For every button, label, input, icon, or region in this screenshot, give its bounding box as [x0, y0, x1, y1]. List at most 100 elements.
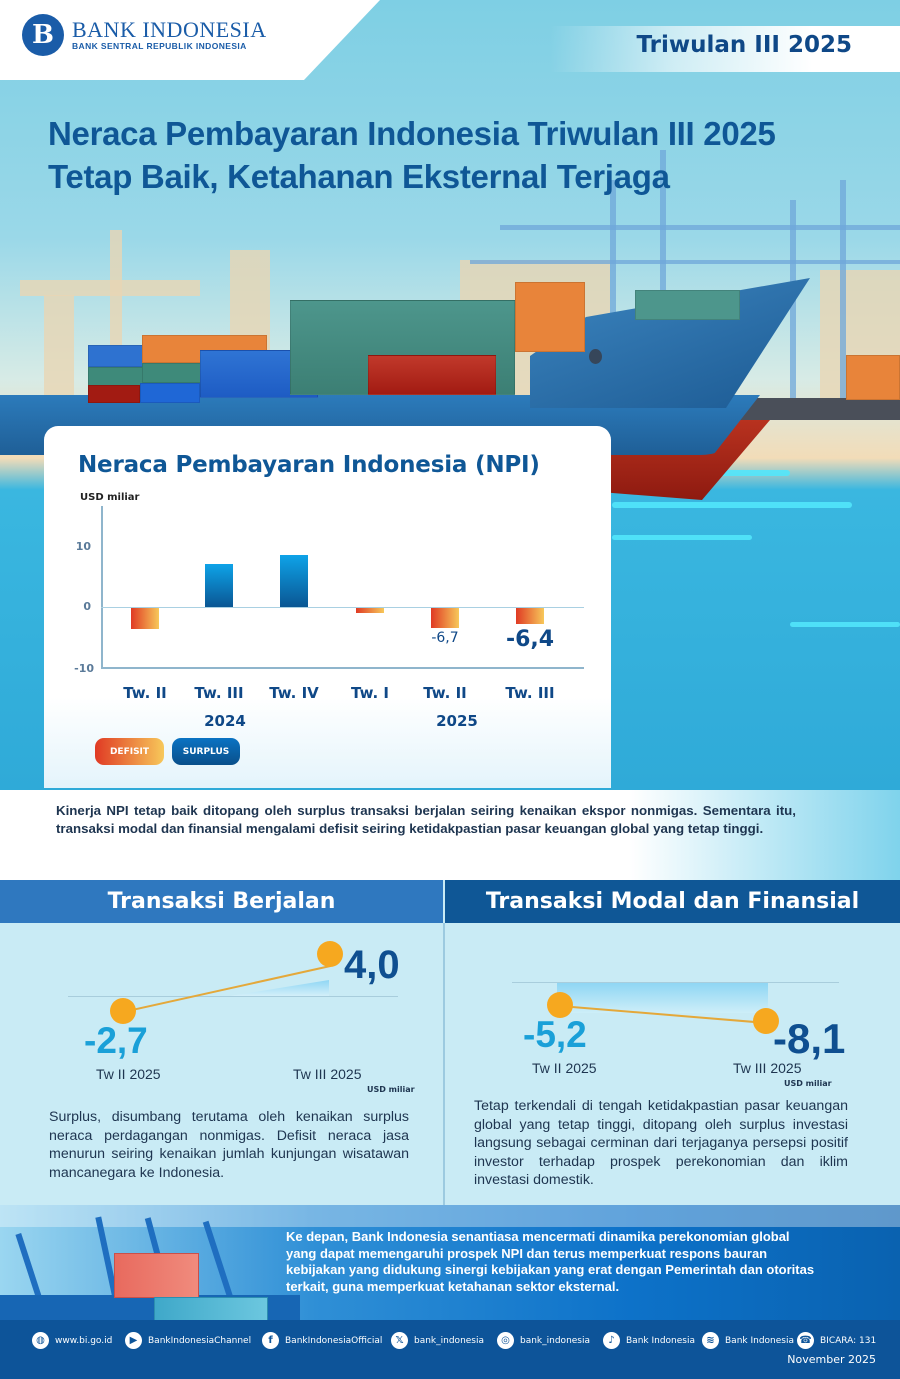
zero-line	[101, 607, 584, 608]
current-account-prev-value: -2,7	[84, 1020, 148, 1061]
social-link[interactable]: ☎ BICARA: 131	[797, 1332, 876, 1349]
current-account-heading: Transaksi Berjalan	[0, 880, 443, 923]
social-label: www.bi.go.id	[55, 1335, 113, 1346]
container-teal	[142, 363, 202, 383]
social-link[interactable]: ◍ www.bi.go.id	[32, 1332, 112, 1349]
x-category-label: Tw. III	[194, 684, 244, 702]
x-axis	[101, 667, 584, 669]
container-blue	[88, 345, 143, 367]
chart-unit: USD miliar	[80, 492, 140, 503]
outlook-text: Ke depan, Bank Indonesia senantiasa menc…	[286, 1229, 815, 1294]
y-tick-10: 10	[75, 540, 91, 553]
current-account-point-prev	[110, 998, 136, 1024]
dock-containers	[846, 355, 900, 400]
bar-data-label: -6,7	[431, 630, 459, 646]
social-label: BankIndonesiaOfficial	[285, 1335, 383, 1346]
publication-date: November 2025	[787, 1353, 876, 1366]
bar-deficit	[431, 608, 459, 628]
gantry-crane-beam	[470, 260, 900, 264]
bar-deficit	[131, 608, 159, 629]
current-account-unit: USD miliar	[367, 1085, 415, 1094]
y-axis	[101, 506, 103, 669]
container-blue	[140, 383, 200, 403]
banner-sky	[0, 1205, 900, 1227]
footer: ◍ www.bi.go.id ▶ BankIndonesiaChannel f BankI…	[0, 1320, 900, 1379]
tower-crane-leg	[44, 295, 74, 395]
social-link[interactable]: ♪ Bank Indonesia	[603, 1332, 695, 1349]
current-account-curr-period: Tw III 2025	[293, 1066, 362, 1082]
summary-section: Kinerja NPI tetap baik ditopang oleh sur…	[0, 790, 900, 880]
y-tick-0: 0	[83, 600, 91, 613]
capital-account-prev-period: Tw II 2025	[532, 1060, 597, 1076]
bar-surplus	[280, 554, 308, 607]
social-label: bank_indonesia	[414, 1335, 485, 1346]
x-category-label: Tw. IV	[269, 684, 319, 702]
outlook-banner: Ke depan, Bank Indonesia senantiasa menc…	[0, 1205, 900, 1325]
page-title: Neraca Pembayaran Indonesia Triwulan III…	[48, 112, 776, 198]
org-subtitle: BANK SENTRAL REPUBLIK INDONESIA	[72, 41, 247, 51]
ship-porthole	[589, 349, 602, 364]
social-label: Bank Indonesia	[725, 1335, 794, 1346]
social-link[interactable]: ≋ Bank Indonesia	[702, 1332, 794, 1349]
capital-account-text: Tetap terkendali di tengah ketidakpastia…	[474, 1098, 848, 1188]
capital-account-heading: Transaksi Modal dan Finansial	[445, 880, 900, 923]
chart-title: Neraca Pembayaran Indonesia (NPI)	[78, 452, 540, 478]
container-teal	[88, 367, 143, 387]
current-account-prev-period: Tw II 2025	[96, 1066, 161, 1082]
x-category-label: Tw. II	[123, 684, 167, 702]
container-red	[368, 355, 496, 395]
capital-account-baseline	[512, 982, 839, 983]
npi-chart-card: Neraca Pembayaran Indonesia (NPI) USD mi…	[44, 426, 611, 788]
legend-surplus: SURPLUS	[172, 738, 240, 765]
social-link[interactable]: ▶ BankIndonesiaChannel	[125, 1332, 251, 1349]
capital-account-point-curr	[753, 1008, 779, 1034]
gantry-crane-leg	[840, 180, 846, 400]
social-link[interactable]: f BankIndonesiaOfficial	[262, 1332, 382, 1349]
panel-divider	[443, 923, 445, 1205]
capital-account-prev-value: -5,2	[523, 1014, 587, 1055]
gantry-crane-beam	[500, 225, 900, 230]
bar-deficit	[516, 608, 544, 624]
x-year-label: 2025	[436, 712, 478, 730]
bar-deficit	[356, 608, 384, 613]
capital-account-unit: USD miliar	[784, 1079, 832, 1088]
container-red	[88, 385, 140, 403]
x-category-label: Tw. III	[505, 684, 555, 702]
capital-account-curr-value: -8,1	[773, 1015, 846, 1062]
social-label: BICARA: 131	[820, 1335, 877, 1346]
current-account-text: Surplus, disumbang terutama oleh kenaika…	[49, 1109, 409, 1181]
social-label: bank_indonesia	[520, 1335, 591, 1346]
current-account-curr-value: 4,0	[344, 943, 400, 987]
bicara-icon: ☎	[797, 1332, 814, 1349]
instagram-icon: ◎	[497, 1332, 514, 1349]
gantry-crane-leg	[610, 180, 616, 400]
youtube-icon: ▶	[125, 1332, 142, 1349]
title-line-1: Neraca Pembayaran Indonesia Triwulan III…	[48, 115, 776, 152]
bar-surplus	[205, 564, 233, 607]
capital-account-point-prev	[547, 992, 573, 1018]
container-orange	[515, 282, 585, 352]
social-label: BankIndonesiaChannel	[148, 1335, 252, 1346]
period-strip	[550, 26, 900, 72]
legend-deficit: DEFISIT	[95, 738, 164, 765]
x-category-label: Tw. I	[351, 684, 389, 702]
x-year-label: 2024	[204, 712, 246, 730]
x-icon: 𝕏	[391, 1332, 408, 1349]
bar-plot-area: -6,7 -6,4	[101, 506, 584, 669]
capital-account-curr-period: Tw III 2025	[733, 1060, 802, 1076]
current-account-fill	[230, 980, 329, 996]
container-teal	[635, 290, 740, 320]
spotify-icon: ≋	[702, 1332, 719, 1349]
x-category-label: Tw. II	[423, 684, 467, 702]
globe-icon: ◍	[32, 1332, 49, 1349]
water-ripple	[790, 622, 900, 627]
tiktok-icon: ♪	[603, 1332, 620, 1349]
org-name: BANK INDONESIA	[72, 17, 267, 42]
dock	[715, 398, 900, 420]
account-panels: Transaksi Berjalan Transaksi Modal dan F…	[0, 880, 900, 1205]
y-tick-neg10: -10	[74, 662, 94, 675]
social-link[interactable]: ◎ bank_indonesia	[497, 1332, 590, 1349]
bar-data-label: -6,4	[505, 627, 555, 652]
current-account-baseline	[68, 996, 398, 997]
